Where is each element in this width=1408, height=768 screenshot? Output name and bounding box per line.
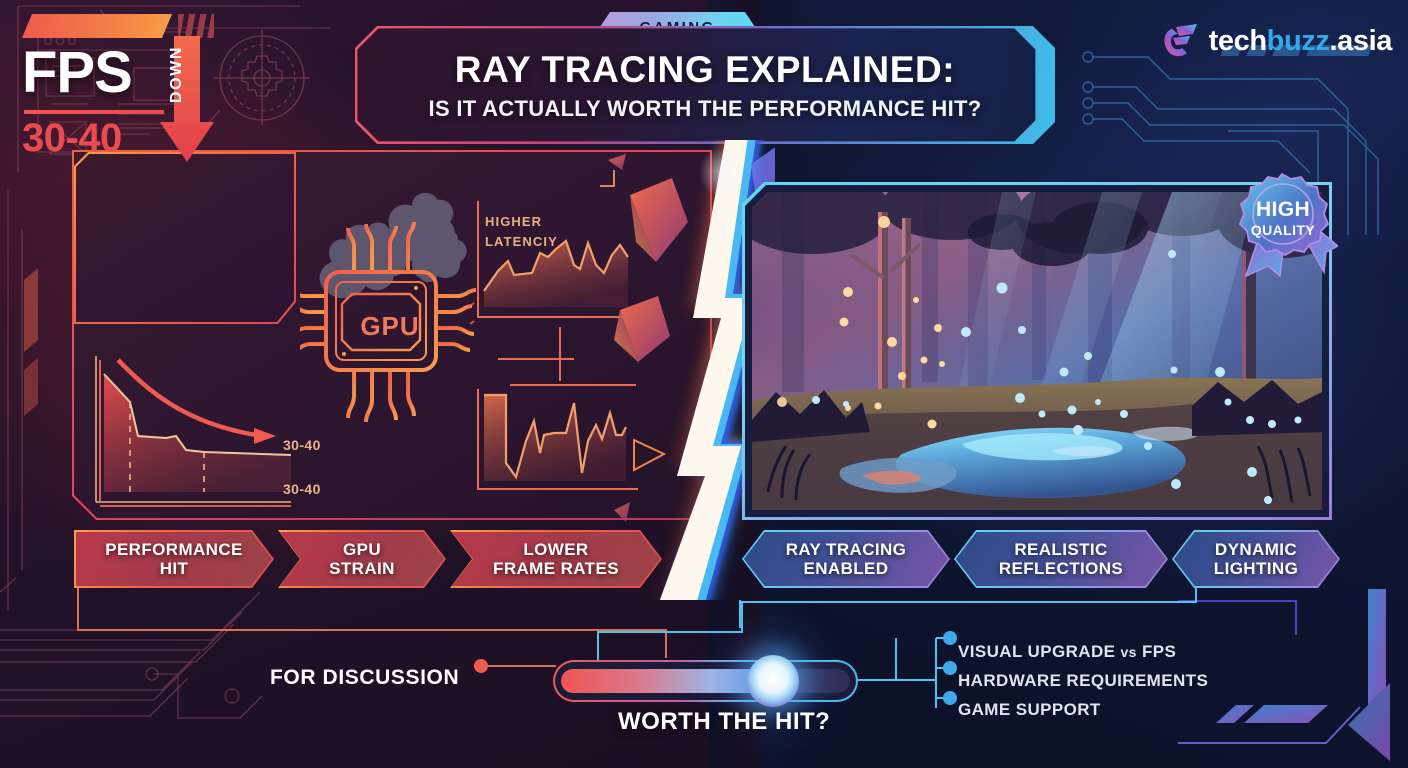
gpu-chip-icon bbox=[300, 192, 477, 423]
bullet-label-3: GAME SUPPORT bbox=[958, 699, 1101, 719]
quality-badge-text: HIGH QUALITY bbox=[1228, 172, 1338, 277]
bullet-text-c: FPS bbox=[1136, 641, 1177, 661]
logo-text-part3: .asia bbox=[1329, 24, 1393, 57]
chevron-ray-tracing-enabled[interactable]: RAY TRACING ENABLED bbox=[742, 530, 950, 588]
chart-value-label-2: 30-40 bbox=[283, 481, 321, 497]
page-title: RAY TRACING EXPLAINED: bbox=[454, 48, 956, 90]
fps-card-inner bbox=[76, 154, 294, 322]
fps-card bbox=[74, 152, 296, 324]
chevron-label: DYNAMIC LIGHTING bbox=[1214, 540, 1298, 578]
fps-decline-chart bbox=[95, 356, 292, 507]
brand-logo-text: techbuzz.asia bbox=[1208, 24, 1393, 58]
title-frame: RAY TRACING EXPLAINED: IS IT ACTUALLY WO… bbox=[355, 26, 1055, 144]
raytraced-forest-scene bbox=[752, 192, 1322, 510]
fps-card-stripe-hatch bbox=[178, 14, 214, 38]
slider-caption: WORTH THE HIT? bbox=[618, 708, 831, 735]
smoke-plume-icon bbox=[319, 192, 467, 299]
latency-graph-icon bbox=[470, 201, 638, 490]
chevron-label-line2: REFLECTIONS bbox=[998, 559, 1124, 578]
bullet-label-1: VISUAL UPGRADE vs FPS bbox=[958, 642, 1176, 662]
chevron-label-line1: DYNAMIC bbox=[1214, 539, 1298, 559]
list-item[interactable]: HARDWARE REQUIREMENTS bbox=[958, 666, 1208, 695]
gpu-chip-label: GPU bbox=[360, 310, 420, 341]
chevron-realistic-reflections[interactable]: REALISTIC REFLECTIONS bbox=[954, 530, 1168, 588]
chevron-label-line2: HIT bbox=[159, 559, 189, 578]
chevron-label: RAY TRACING ENABLED bbox=[786, 540, 907, 578]
chevron-label-line2: FRAME RATES bbox=[493, 559, 619, 578]
brand-logo[interactable]: techbuzz.asia bbox=[1160, 21, 1392, 61]
connector-lines bbox=[77, 586, 1197, 708]
worth-the-hit-slider[interactable] bbox=[553, 655, 858, 707]
chevron-label-line1: REALISTIC bbox=[1014, 539, 1108, 559]
forest-scene-art bbox=[752, 192, 1322, 510]
fps-metric-value: 30-40 bbox=[22, 116, 122, 160]
bullet-text-a: VISUAL UPGRADE bbox=[958, 641, 1121, 661]
fps-card-stripe bbox=[22, 14, 172, 38]
discussion-label: FOR DISCUSSION bbox=[270, 666, 460, 689]
techbuzz-e-mark-icon bbox=[1164, 24, 1197, 57]
page-subtitle: IS IT ACTUALLY WORTH THE PERFORMANCE HIT… bbox=[428, 95, 982, 121]
chevron-inner bbox=[744, 532, 948, 586]
logo-text-part2: buzz bbox=[1266, 24, 1330, 57]
chevron-label: PERFORMANCE HIT bbox=[105, 540, 243, 578]
chevron-label: GPU STRAIN bbox=[329, 540, 395, 578]
bullet-label-2: HARDWARE REQUIREMENTS bbox=[958, 670, 1209, 690]
down-arrow-icon bbox=[160, 36, 214, 162]
bullet-text-b: vs bbox=[1120, 643, 1137, 660]
fps-metric-label: FPS bbox=[22, 40, 133, 105]
chevron-label-line1: LOWER bbox=[523, 539, 589, 559]
chevron-label-line2: LIGHTING bbox=[1213, 559, 1299, 578]
chevron-label-line2: STRAIN bbox=[329, 559, 395, 578]
polygon-shards-left-decoration-icon bbox=[600, 154, 688, 522]
discussion-points-list: VISUAL UPGRADE vs FPS HARDWARE REQUIREME… bbox=[958, 637, 1208, 724]
quality-rosette-icon bbox=[1238, 172, 1338, 277]
slider-fill bbox=[561, 669, 776, 693]
fps-divider bbox=[24, 110, 164, 114]
slider-handle[interactable] bbox=[747, 655, 799, 707]
chevron-inner bbox=[452, 532, 660, 586]
latency-label-line2: LATENCIY bbox=[485, 234, 558, 250]
chevron-performance-hit[interactable]: PERFORMANCE HIT bbox=[74, 530, 274, 588]
fps-direction-label: DOWN bbox=[168, 46, 185, 104]
logo-text-part1: tech bbox=[1208, 24, 1267, 57]
chevron-gpu-strain[interactable]: GPU STRAIN bbox=[278, 530, 446, 588]
chevron-label: LOWER FRAME RATES bbox=[493, 540, 619, 578]
list-item[interactable]: GAME SUPPORT bbox=[958, 695, 1208, 724]
chevron-label-line1: PERFORMANCE bbox=[105, 539, 243, 559]
chevron-label-line1: RAY TRACING bbox=[785, 539, 907, 559]
latency-label: HIGHER LATENCIY bbox=[485, 212, 558, 252]
chevron-label: REALISTIC REFLECTIONS bbox=[999, 540, 1123, 578]
chevron-lower-frame-rates[interactable]: LOWER FRAME RATES bbox=[450, 530, 662, 588]
raytracing-preview-panel bbox=[742, 182, 1332, 520]
chevron-inner bbox=[956, 532, 1166, 586]
quality-badge-line2: QUALITY bbox=[1250, 222, 1316, 238]
chevron-label-line2: ENABLED bbox=[803, 559, 889, 578]
chevron-label-line1: GPU bbox=[342, 539, 382, 559]
chevron-dynamic-lighting[interactable]: DYNAMIC LIGHTING bbox=[1172, 530, 1340, 588]
chart-value-label-1: 30-40 bbox=[283, 437, 321, 453]
title-frame-inner: RAY TRACING EXPLAINED: IS IT ACTUALLY WO… bbox=[357, 28, 1036, 142]
quality-badge-line1: HIGH bbox=[1255, 198, 1311, 221]
chevron-inner bbox=[280, 532, 444, 586]
latency-label-line1: HIGHER bbox=[485, 214, 543, 229]
list-item[interactable]: VISUAL UPGRADE vs FPS bbox=[958, 637, 1208, 666]
chevron-inner bbox=[1174, 532, 1338, 586]
chevron-inner bbox=[76, 532, 272, 586]
